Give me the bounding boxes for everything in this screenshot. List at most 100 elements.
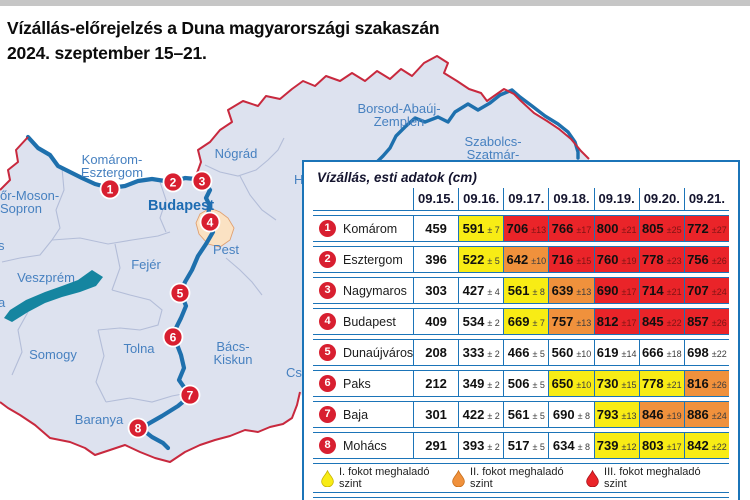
value-cell: 730 ±15 — [593, 371, 639, 396]
station-marker-badge: 1 — [319, 220, 336, 237]
county-label: a — [0, 295, 6, 310]
uncertainty-value: ±10 — [531, 255, 547, 266]
water-level-value: 698 — [687, 345, 709, 360]
value-cell: 690 ±17 — [593, 278, 639, 303]
water-level-value: 517 — [507, 438, 530, 453]
water-level-value: 666 — [641, 345, 664, 360]
water-level-value: 422 — [462, 407, 485, 422]
station-marker-badge: 2 — [319, 251, 336, 268]
value-cell: 714 ±21 — [638, 278, 684, 303]
uncertainty-value: ±24 — [711, 410, 727, 421]
water-level-value: 690 — [596, 283, 619, 298]
water-level-value: 639 — [551, 283, 574, 298]
county-borders — [1, 137, 285, 403]
marker-number: 2 — [170, 176, 177, 190]
uncertainty-value: ± 7 — [487, 224, 500, 235]
county-label: Somogy — [29, 347, 77, 362]
river-station-marker-3: 3 — [191, 170, 213, 192]
uncertainty-value: ±13 — [621, 410, 637, 421]
uncertainty-value: ± 5 — [532, 441, 545, 452]
station-marker-badge: 7 — [319, 406, 336, 423]
uncertainty-value: ±25 — [666, 224, 682, 235]
window-top-bar — [0, 0, 750, 6]
county-label: s — [0, 238, 5, 253]
value-cell: 517 ± 5 — [503, 433, 548, 458]
value-cell: 669 ± 7 — [503, 309, 549, 334]
value-cell: 422 ± 2 — [458, 402, 503, 427]
uncertainty-value: ±15 — [621, 379, 637, 390]
legend-label: I. fokot meghaladó szint — [339, 466, 430, 490]
value-cell: 291 — [413, 433, 458, 458]
value-cell: 803 ±17 — [638, 433, 684, 458]
water-level-table: 09.15. 09.16. 09.17. 09.18. 09.19. 09.20. 09.2… — [313, 188, 729, 464]
legend-label: II. fokot meghaladó szint — [470, 466, 564, 490]
water-level-value: 716 — [551, 252, 574, 267]
value-cell: 396 — [413, 247, 458, 272]
uncertainty-value: ± 5 — [487, 255, 500, 266]
date-header-cell: 09.21. — [683, 188, 729, 210]
row-separator — [313, 272, 729, 278]
uncertainty-value: ±21 — [666, 286, 682, 297]
station-cell: 5 Dunaújváros — [313, 340, 413, 365]
value-cell: 349 ± 2 — [458, 371, 503, 396]
station-marker-badge: 5 — [319, 344, 336, 361]
river-station-marker-8: 8 — [127, 417, 149, 439]
water-level-value: 778 — [641, 376, 664, 391]
uncertainty-value: ±19 — [666, 410, 682, 421]
value-cell: 560 ±10 — [548, 340, 593, 365]
county-label: Borsod-Abaúj-Zemplén — [357, 101, 440, 129]
county-label: Pest — [213, 242, 239, 257]
uncertainty-value: ±17 — [621, 317, 637, 328]
uncertainty-value: ± 2 — [487, 441, 500, 452]
uncertainty-value: ± 2 — [487, 410, 500, 421]
river-station-markers: 1 2 3 4 5 6 7 8 — [99, 170, 221, 439]
water-level-value: 291 — [425, 438, 447, 453]
water-level-value: 534 — [462, 314, 485, 329]
value-cell: 466 ± 5 — [503, 340, 548, 365]
station-name: Mohács — [343, 438, 387, 453]
row-separator — [313, 458, 729, 464]
value-cell: 766 ±17 — [548, 216, 594, 241]
water-level-value: 690 — [552, 407, 575, 422]
water-level-value: 642 — [506, 252, 529, 267]
value-cell: 778 ±21 — [638, 371, 684, 396]
country-border — [0, 55, 590, 463]
uncertainty-value: ±22 — [711, 348, 727, 359]
county-label: Budapest — [148, 198, 214, 214]
date-header-cell: 09.17. — [503, 188, 548, 210]
uncertainty-value: ±13 — [576, 317, 592, 328]
uncertainty-value: ± 2 — [487, 348, 500, 359]
station-marker-badge: 4 — [319, 313, 336, 330]
value-cell: 212 — [413, 371, 458, 396]
title-line-1: Vízállás-előrejelzés a Duna magyarország… — [7, 18, 440, 38]
water-level-value: 778 — [641, 252, 664, 267]
value-cell: 800 ±21 — [593, 216, 639, 241]
water-level-value: 333 — [462, 345, 485, 360]
value-cell: 706 ±13 — [503, 216, 549, 241]
county-label: H — [294, 172, 303, 187]
water-level-value: 591 — [462, 221, 485, 236]
uncertainty-value: ± 8 — [532, 286, 545, 297]
uncertainty-value: ±10 — [576, 348, 592, 359]
table-bottom-rule — [313, 492, 729, 498]
value-cell: 845 ±22 — [638, 309, 684, 334]
table-title: Vízállás, esti adatok (cm) — [317, 170, 477, 185]
value-cell: 522 ± 5 — [458, 247, 504, 272]
water-level-value: 812 — [596, 314, 619, 329]
water-level-value: 756 — [687, 252, 709, 267]
water-level-value: 466 — [507, 345, 530, 360]
uncertainty-value: ± 7 — [532, 317, 545, 328]
water-level-value: 349 — [462, 376, 485, 391]
station-name: Budapest — [343, 314, 396, 329]
water-level-value: 634 — [552, 438, 575, 453]
value-cell: 816 ±26 — [683, 371, 729, 396]
value-cell: 666 ±18 — [638, 340, 684, 365]
uncertainty-value: ±15 — [576, 255, 592, 266]
value-cell: 333 ± 2 — [458, 340, 503, 365]
marker-number: 8 — [135, 422, 142, 436]
uncertainty-value: ± 8 — [577, 441, 591, 452]
station-cell: 7 Baja — [313, 402, 413, 427]
station-cell: 4 Budapest — [313, 309, 413, 334]
value-cell: 427 ± 4 — [458, 278, 503, 303]
